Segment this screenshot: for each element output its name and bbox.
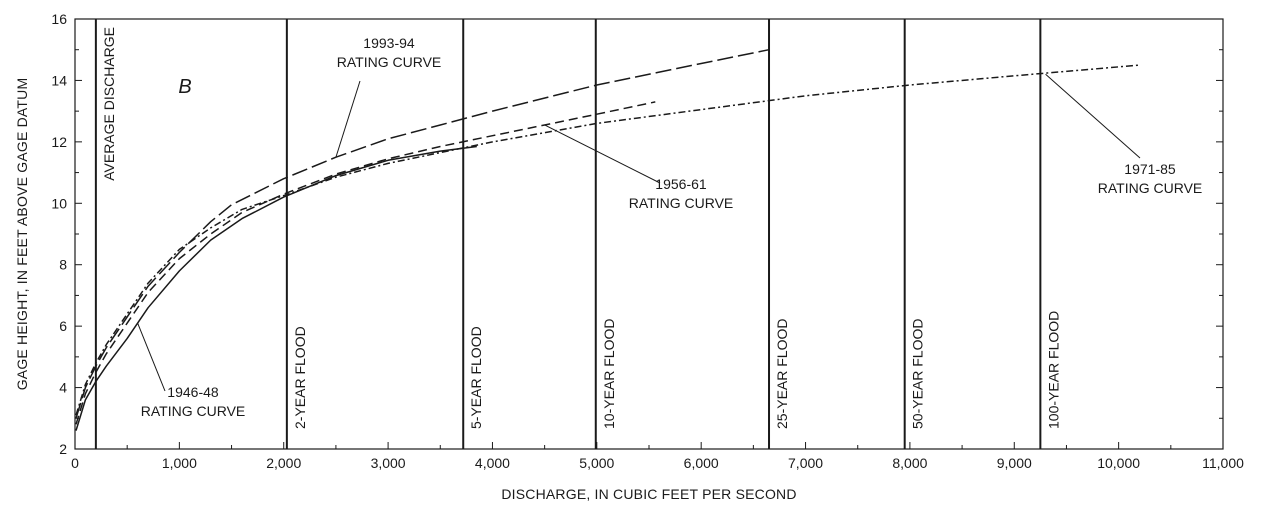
annotation-1971-85-rating-curve: 1971-85 RATING CURVE: [1098, 161, 1203, 196]
x-tick-label: 8,000: [892, 455, 927, 471]
panel-label: B: [178, 76, 191, 98]
curve-1971-85-rating-curve: [75, 64, 1140, 416]
annotation-leader-1971-85-rating-curve: [1045, 73, 1141, 159]
rating-curves: [75, 48, 1140, 431]
curve-1946-48-rating-curve: [75, 145, 477, 431]
annotation-1993-94-rating-curve: 1993-94 RATING CURVE: [337, 35, 442, 70]
x-tick-label: 0: [71, 455, 79, 471]
x-tick-label: 1,000: [162, 455, 197, 471]
x-tick-label: 6,000: [684, 455, 719, 471]
y-tick-label: 2: [59, 441, 67, 457]
reference-lines: AVERAGE DISCHARGE 2-YEAR FLOOD 5-YEAR FLOO…: [94, 19, 1061, 449]
y-tick-label: 12: [51, 134, 67, 150]
annotation-1956-61-rating-curve: 1956-61 RATING CURVE: [629, 176, 734, 211]
annotation-leader-1946-48-rating-curve: [137, 322, 166, 392]
ref-label-5-year-flood: 5-YEAR FLOOD: [468, 326, 484, 429]
x-tick-label: 2,000: [266, 455, 301, 471]
y-tick-label: 6: [59, 318, 67, 334]
y-tick-label: 10: [51, 195, 67, 211]
x-tick-label: 11,000: [1202, 455, 1244, 471]
x-axis-title: DISCHARGE, IN CUBIC FEET PER SECOND: [501, 486, 796, 502]
ref-label-100-year-flood: 100-YEAR FLOOD: [1045, 311, 1061, 429]
y-axis-title: GAGE HEIGHT, IN FEET ABOVE GAGE DATUM: [14, 78, 30, 391]
x-tick-label: 5,000: [579, 455, 614, 471]
ref-label-25-year-flood: 25-YEAR FLOOD: [774, 319, 790, 429]
ref-label-average-discharge: AVERAGE DISCHARGE: [101, 27, 117, 181]
ref-label-2-year-flood: 2-YEAR FLOOD: [292, 326, 308, 429]
annotation-1946-48-rating-curve: 1946-48 RATING CURVE: [141, 384, 246, 419]
y-tick-label: 16: [51, 11, 67, 27]
x-tick-label: 7,000: [788, 455, 823, 471]
curve-annotations: 1993-94 RATING CURVE 1956-61 RATING CURVE 19…: [137, 35, 1203, 419]
y-axis: 2 4 6 8 10 12 14 16: [51, 11, 1223, 457]
curve-1993-94-rating-curve: [75, 48, 770, 419]
ref-label-50-year-flood: 50-YEAR FLOOD: [910, 319, 926, 429]
y-tick-label: 4: [59, 380, 67, 396]
y-tick-label: 8: [59, 257, 67, 273]
x-axis: 0 1,000 2,000 3,000 4,000 5,000 6,000 7,000 8,00…: [71, 442, 1244, 471]
y-tick-label: 14: [51, 72, 67, 88]
curve-1956-61-rating-curve: [75, 101, 656, 425]
x-tick-label: 4,000: [475, 455, 510, 471]
annotation-leader-1993-94-rating-curve: [335, 80, 361, 158]
annotation-leader-1956-61-rating-curve: [544, 124, 661, 184]
x-tick-label: 3,000: [371, 455, 406, 471]
x-tick-label: 9,000: [997, 455, 1032, 471]
ref-label-10-year-flood: 10-YEAR FLOOD: [601, 319, 617, 429]
x-tick-label: 10,000: [1097, 455, 1140, 471]
